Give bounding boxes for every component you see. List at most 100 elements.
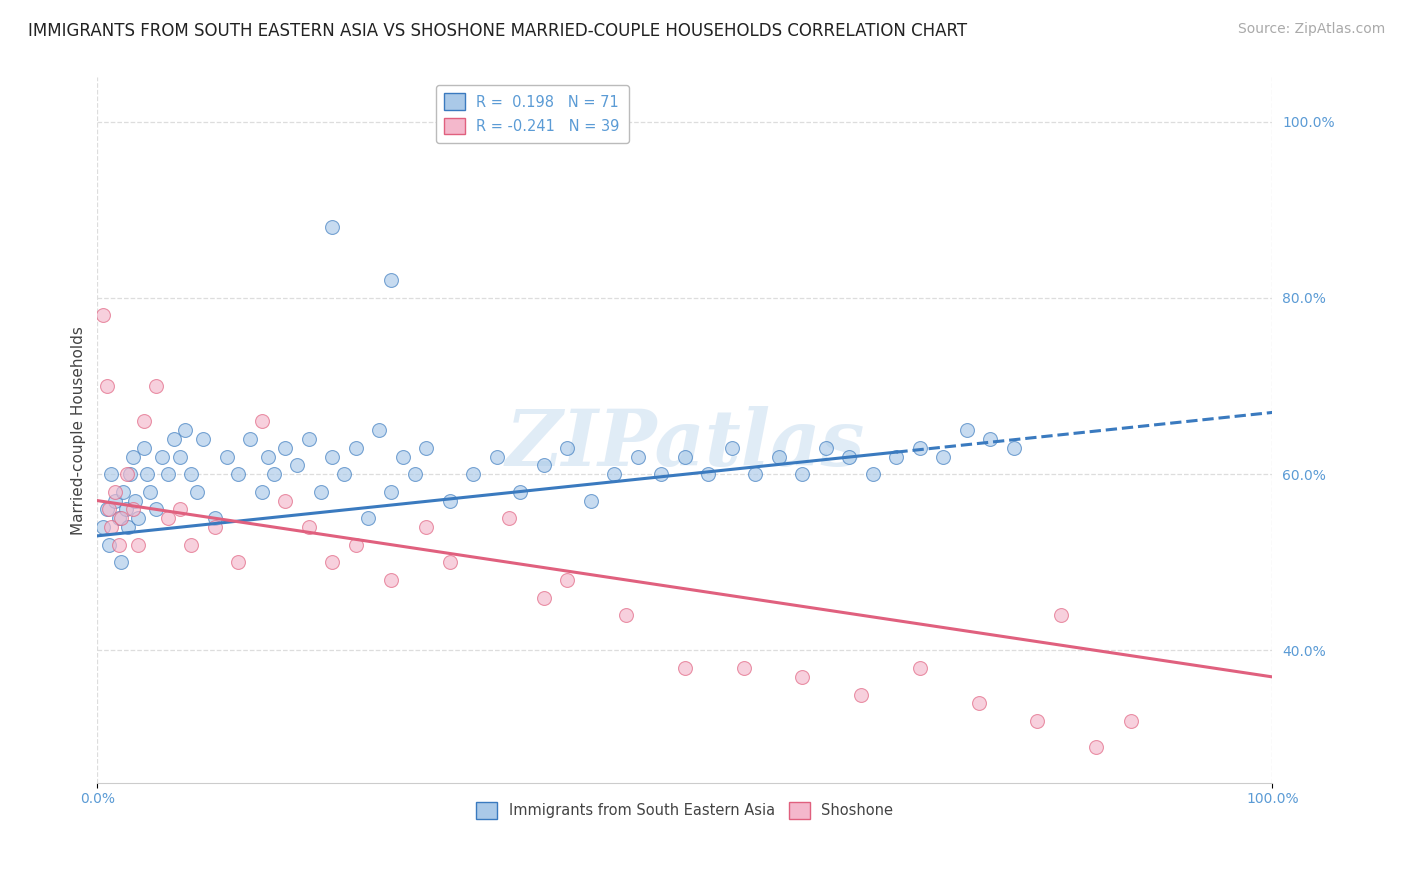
Point — [908, 441, 931, 455]
Point — [156, 467, 179, 482]
Point — [956, 423, 979, 437]
Text: ZIPatlas: ZIPatlas — [505, 406, 865, 483]
Point — [356, 511, 378, 525]
Point — [333, 467, 356, 482]
Point — [979, 432, 1001, 446]
Point — [156, 511, 179, 525]
Point — [110, 555, 132, 569]
Point — [392, 450, 415, 464]
Point — [744, 467, 766, 482]
Point — [115, 467, 138, 482]
Point — [274, 493, 297, 508]
Y-axis label: Married-couple Households: Married-couple Households — [72, 326, 86, 534]
Point — [263, 467, 285, 482]
Point — [344, 441, 367, 455]
Point — [114, 502, 136, 516]
Point — [509, 484, 531, 499]
Point — [174, 423, 197, 437]
Point — [908, 661, 931, 675]
Point — [145, 379, 167, 393]
Point — [121, 502, 143, 516]
Point — [792, 670, 814, 684]
Point — [110, 511, 132, 525]
Point — [112, 484, 135, 499]
Point — [380, 484, 402, 499]
Point — [380, 573, 402, 587]
Point — [838, 450, 860, 464]
Point — [98, 502, 121, 516]
Point — [380, 273, 402, 287]
Point — [91, 520, 114, 534]
Point — [415, 441, 437, 455]
Point — [463, 467, 485, 482]
Point — [1050, 608, 1073, 623]
Point — [100, 467, 122, 482]
Point — [309, 484, 332, 499]
Point — [1085, 740, 1108, 755]
Point — [274, 441, 297, 455]
Point — [134, 414, 156, 428]
Point — [673, 661, 696, 675]
Point — [121, 450, 143, 464]
Point — [250, 414, 273, 428]
Point — [650, 467, 672, 482]
Point — [127, 538, 149, 552]
Point — [932, 450, 955, 464]
Point — [134, 441, 156, 455]
Point — [117, 520, 139, 534]
Point — [673, 450, 696, 464]
Point — [321, 220, 343, 235]
Point — [697, 467, 720, 482]
Point — [186, 484, 208, 499]
Point — [415, 520, 437, 534]
Point — [215, 450, 238, 464]
Point — [1121, 714, 1143, 728]
Point — [150, 450, 173, 464]
Point — [862, 467, 884, 482]
Point — [603, 467, 626, 482]
Point — [298, 432, 321, 446]
Point — [250, 484, 273, 499]
Point — [344, 538, 367, 552]
Point — [104, 493, 127, 508]
Point — [204, 511, 226, 525]
Point — [100, 520, 122, 534]
Point — [145, 502, 167, 516]
Legend: Immigrants from South Eastern Asia, Shoshone: Immigrants from South Eastern Asia, Shos… — [471, 797, 900, 825]
Point — [127, 511, 149, 525]
Point — [96, 502, 118, 516]
Point — [557, 573, 579, 587]
Point — [239, 432, 262, 446]
Point — [614, 608, 637, 623]
Point — [1002, 441, 1025, 455]
Point — [169, 450, 191, 464]
Point — [107, 538, 129, 552]
Point — [228, 555, 250, 569]
Point — [557, 441, 579, 455]
Point — [96, 379, 118, 393]
Point — [135, 467, 157, 482]
Point — [404, 467, 426, 482]
Text: Source: ZipAtlas.com: Source: ZipAtlas.com — [1237, 22, 1385, 37]
Point — [533, 458, 555, 473]
Point — [439, 555, 461, 569]
Text: IMMIGRANTS FROM SOUTH EASTERN ASIA VS SHOSHONE MARRIED-COUPLE HOUSEHOLDS CORRELA: IMMIGRANTS FROM SOUTH EASTERN ASIA VS SH… — [28, 22, 967, 40]
Point — [298, 520, 321, 534]
Point — [120, 467, 142, 482]
Point — [285, 458, 308, 473]
Point — [139, 484, 162, 499]
Point — [849, 688, 872, 702]
Point — [368, 423, 391, 437]
Point — [733, 661, 755, 675]
Point — [768, 450, 790, 464]
Point — [98, 538, 121, 552]
Point — [886, 450, 908, 464]
Point — [814, 441, 837, 455]
Point — [498, 511, 520, 525]
Point — [124, 493, 146, 508]
Point — [191, 432, 214, 446]
Point — [204, 520, 226, 534]
Point — [256, 450, 278, 464]
Point — [169, 502, 191, 516]
Point — [163, 432, 186, 446]
